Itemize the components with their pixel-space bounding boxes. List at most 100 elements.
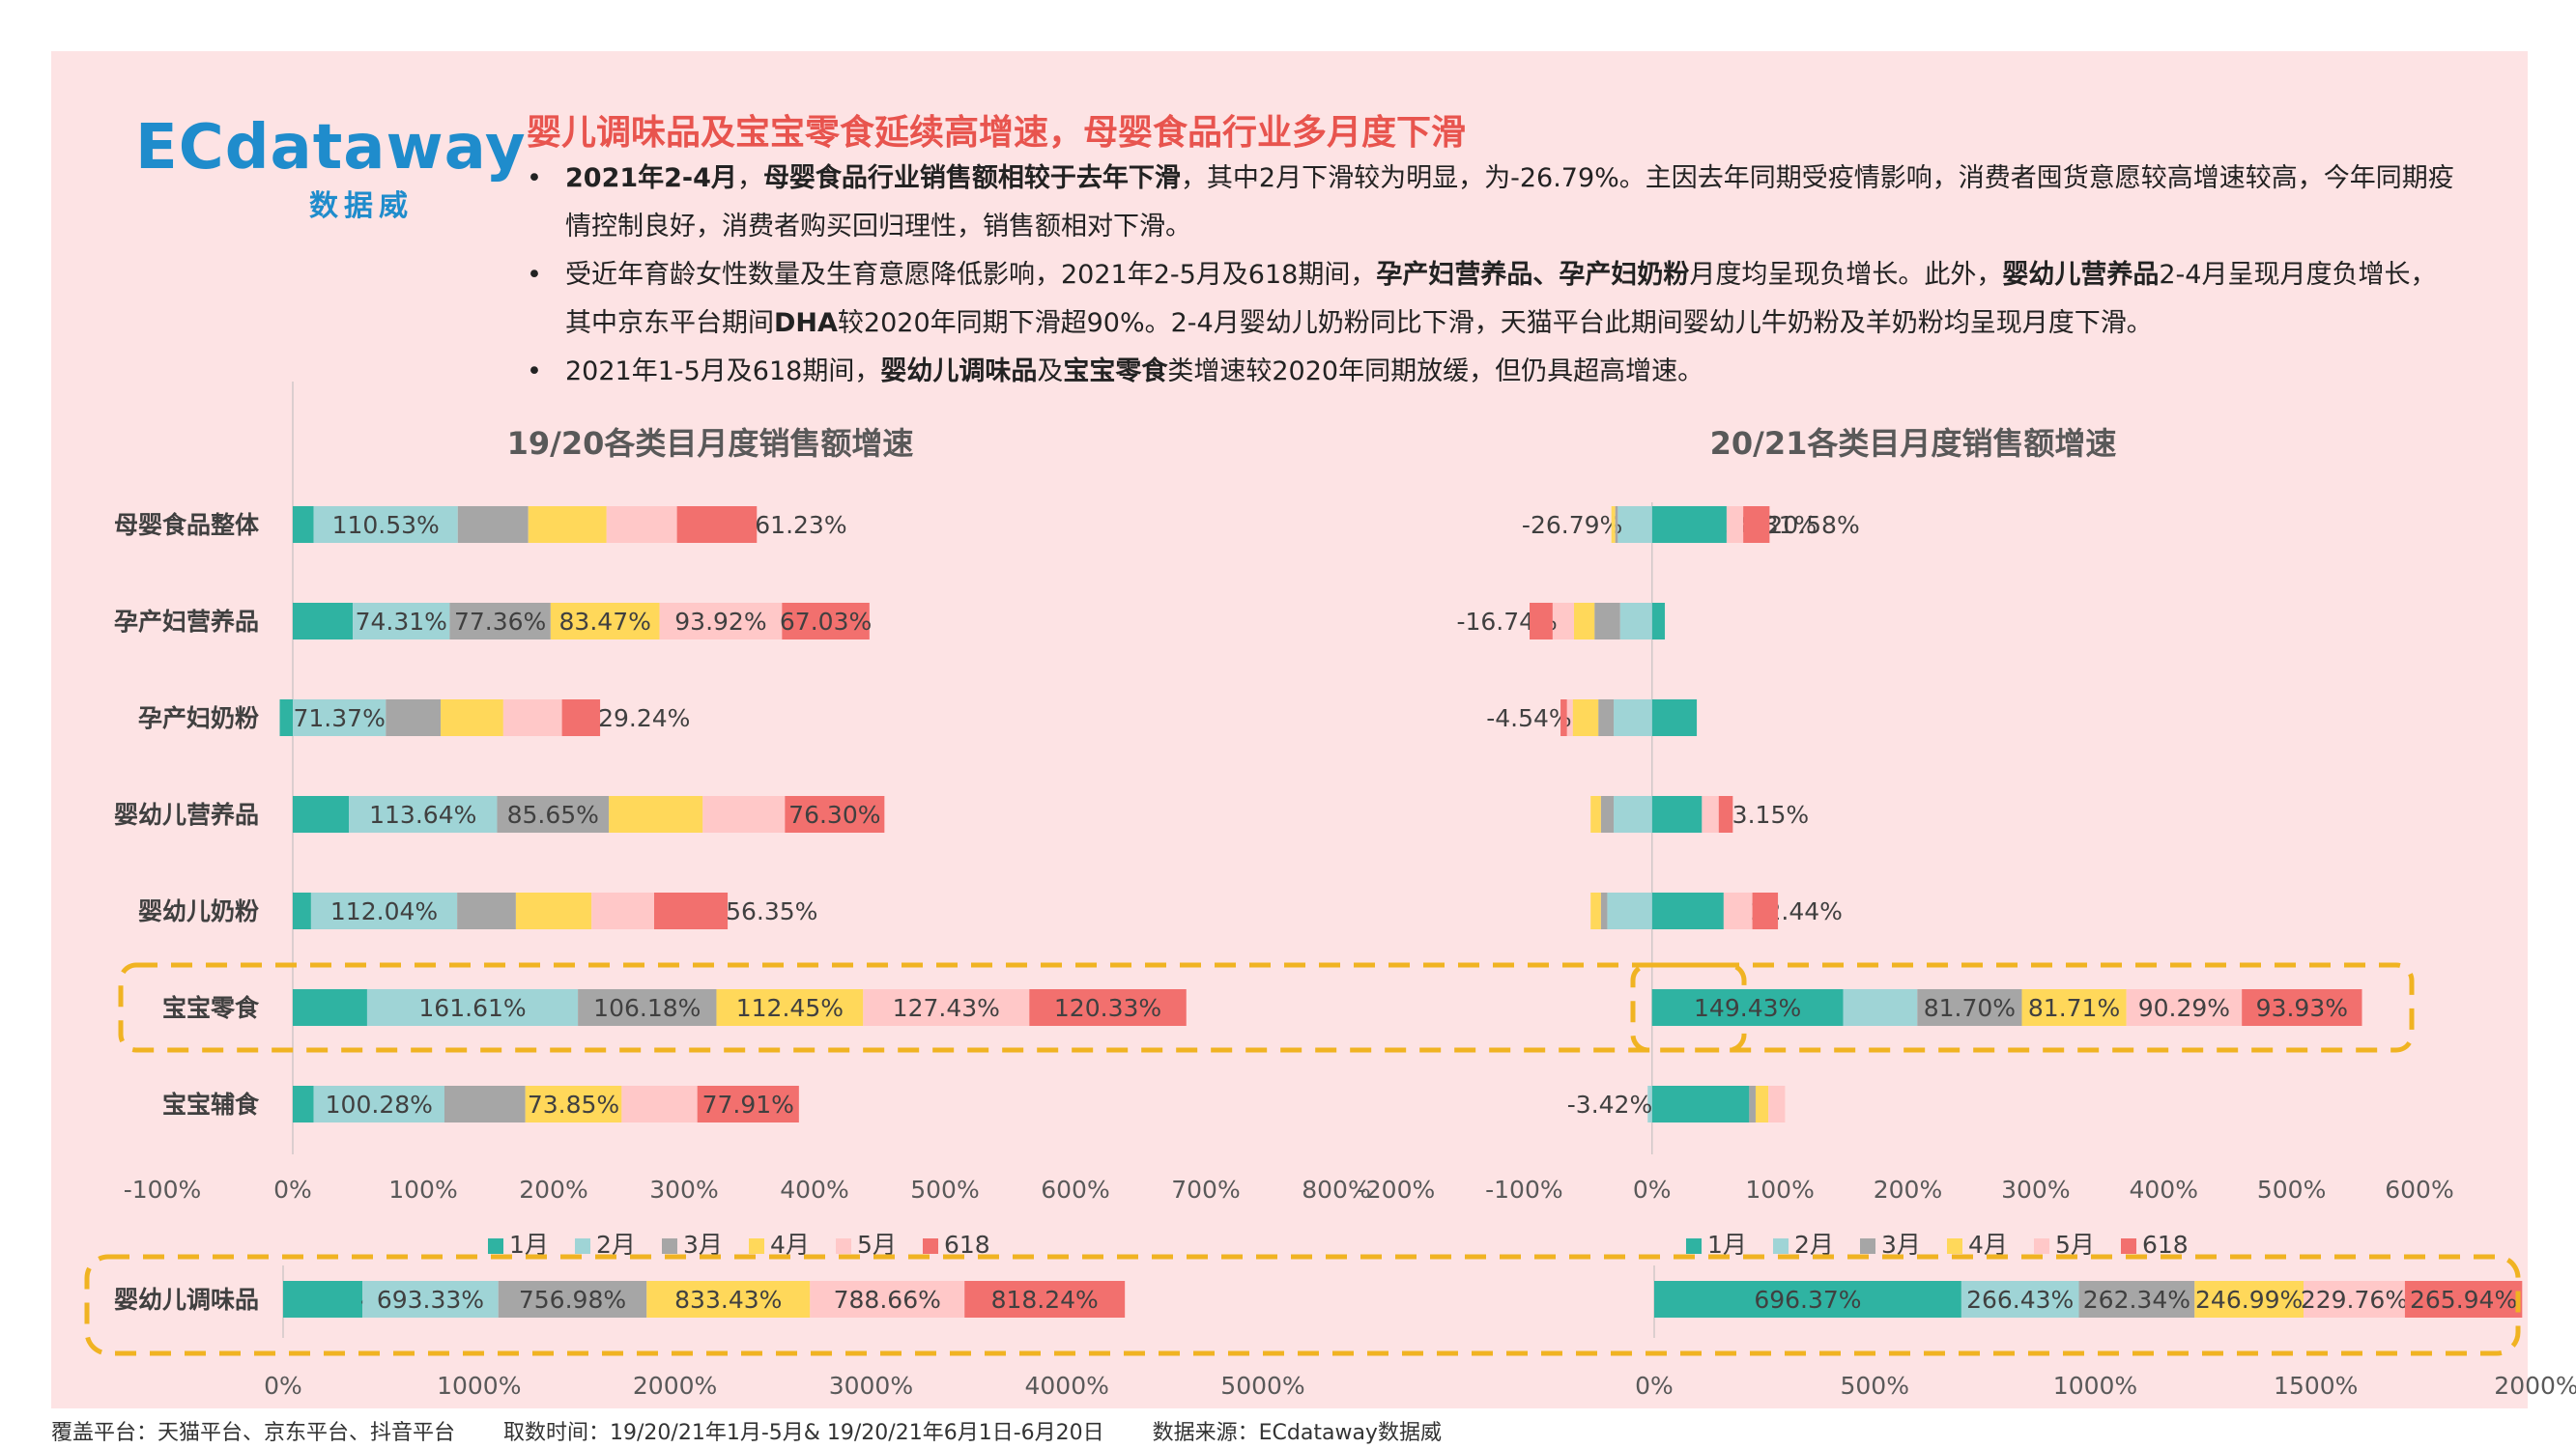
legend-label: 1月 bbox=[1707, 1231, 1747, 1259]
data-label: -4.54% bbox=[1486, 704, 1571, 732]
bullet-text: 类增速较2020年同期放缓，但仍具超高增速。 bbox=[1167, 356, 1704, 386]
data-label: 229.76% bbox=[2301, 1286, 2408, 1314]
bullet-emphasis: 婴幼儿调味品 bbox=[880, 356, 1038, 386]
data-label: 67.03% bbox=[780, 608, 872, 636]
bar-segment bbox=[659, 603, 783, 639]
bar-segment bbox=[386, 699, 442, 736]
bullet-dot: • bbox=[527, 260, 542, 290]
data-label: 83.47% bbox=[559, 608, 651, 636]
x-tick-label: 0% bbox=[1633, 1176, 1672, 1204]
data-label: 266.43% bbox=[1966, 1286, 2074, 1314]
bar-segment bbox=[578, 989, 717, 1026]
bullet-text: ，其中2月下滑较为明显，为-26.79%。主因去年同期受疫情影响，消费者囤货意愿… bbox=[565, 163, 2454, 242]
legend-label: 618 bbox=[2142, 1231, 2189, 1259]
bullet-text: 2-4月呈现月度负增长，其中京东平台期间 bbox=[565, 260, 2437, 338]
legend-label: 5月 bbox=[2055, 1231, 2095, 1259]
data-label: 85.65% bbox=[507, 801, 599, 829]
bar-segment bbox=[279, 699, 293, 736]
category-label: 孕产妇营养品 bbox=[114, 608, 259, 636]
bar-segment bbox=[1617, 506, 1652, 543]
x-tick-label: 100% bbox=[1745, 1176, 1814, 1204]
legend-label: 3月 bbox=[1881, 1231, 1921, 1259]
bar-segment bbox=[293, 699, 386, 736]
data-label: 77.91% bbox=[702, 1091, 794, 1119]
bar-segment bbox=[293, 796, 350, 833]
x-tick-label: 500% bbox=[1841, 1372, 1909, 1400]
data-label: 693.33% bbox=[377, 1286, 484, 1314]
bar-segment bbox=[293, 506, 314, 543]
x-tick-label: 1000% bbox=[437, 1372, 521, 1400]
bar-segment bbox=[1651, 506, 1727, 543]
bar-segment bbox=[1615, 506, 1618, 543]
bullet-text: 月度均呈现负增长。此外， bbox=[1689, 260, 2003, 290]
bar-segment bbox=[525, 1086, 622, 1122]
bar-segment bbox=[2404, 1281, 2523, 1318]
data-label: 788.66% bbox=[834, 1286, 941, 1314]
x-tick-label: 3000% bbox=[829, 1372, 913, 1400]
ecdataway-logo: ECdataway 数据威 bbox=[135, 114, 526, 223]
data-label: 120.33% bbox=[1054, 994, 1161, 1022]
bar-segment bbox=[1917, 989, 2022, 1026]
data-label: 61.23% bbox=[755, 511, 846, 539]
bullet-emphasis: 孕产妇营养品、孕产妇奶粉 bbox=[1376, 260, 1690, 290]
footer: 覆盖平台：天猫平台、京东平台、抖音平台 取数时间：19/20/21年1月-5月& … bbox=[51, 1415, 1490, 1446]
data-label: 112.45% bbox=[736, 994, 844, 1022]
legend-swatch bbox=[923, 1238, 938, 1254]
x-tick-label: 400% bbox=[2130, 1176, 2198, 1204]
x-tick-label: 0% bbox=[264, 1372, 302, 1400]
data-label: 71.37% bbox=[294, 704, 386, 732]
bar-segment bbox=[1600, 796, 1615, 833]
bullet-item: • 2021年2-4月，母婴食品行业销售额相较于去年下滑，其中2月下滑较为明显，为… bbox=[527, 155, 2459, 251]
category-label: 孕产妇奶粉 bbox=[138, 704, 259, 732]
data-label: 73.85% bbox=[528, 1091, 619, 1119]
bar-segment bbox=[2078, 1281, 2195, 1318]
data-label: 74.31% bbox=[356, 608, 447, 636]
data-label: 100.28% bbox=[326, 1091, 433, 1119]
data-label: 90.29% bbox=[2138, 994, 2230, 1022]
data-label: 756.98% bbox=[519, 1286, 626, 1314]
bar-segment bbox=[457, 893, 516, 929]
bar-segment bbox=[349, 796, 498, 833]
bar-segment bbox=[1572, 699, 1599, 736]
bar-segment bbox=[1651, 1086, 1750, 1122]
category-label: 宝宝辅食 bbox=[162, 1091, 260, 1119]
legend-label: 2月 bbox=[596, 1231, 636, 1259]
legend-swatch bbox=[749, 1238, 764, 1254]
bullet-emphasis: 2021年2-4月 bbox=[565, 163, 737, 193]
bar-segment bbox=[1594, 603, 1620, 639]
bullet-text: 受近年育龄女性数量及生育意愿降低影响，2021年2-5月及618期间， bbox=[565, 260, 1377, 290]
x-tick-label: -200% bbox=[1358, 1176, 1436, 1204]
x-tick-label: 300% bbox=[649, 1176, 718, 1204]
bar-segment bbox=[1752, 893, 1779, 929]
legend-swatch bbox=[2034, 1238, 2049, 1254]
bar-segment bbox=[1718, 796, 1733, 833]
legend-label: 1月 bbox=[509, 1231, 549, 1259]
bar-segment bbox=[441, 699, 503, 736]
bar-segment bbox=[863, 989, 1030, 1026]
bar-segment bbox=[1651, 989, 1844, 1026]
x-tick-label: 4000% bbox=[1025, 1372, 1109, 1400]
bar-segment bbox=[1702, 796, 1719, 833]
bar-segment bbox=[1614, 699, 1652, 736]
bar-segment bbox=[1723, 893, 1753, 929]
data-label: 76.30% bbox=[788, 801, 880, 829]
bar-segment bbox=[676, 506, 758, 543]
bar-segment bbox=[1647, 1086, 1652, 1122]
legend-label: 3月 bbox=[683, 1231, 723, 1259]
bar-segment bbox=[646, 1281, 811, 1318]
bar-segment bbox=[497, 796, 610, 833]
bar-segment bbox=[1614, 796, 1652, 833]
x-tick-label: 0% bbox=[1635, 1372, 1674, 1400]
x-tick-label: 2000% bbox=[633, 1372, 717, 1400]
category-label: 宝宝零食 bbox=[162, 994, 260, 1022]
bar-segment bbox=[1768, 1086, 1786, 1122]
legend-swatch bbox=[575, 1238, 590, 1254]
x-tick-label: 0% bbox=[273, 1176, 312, 1204]
bullet-text: 及 bbox=[1037, 356, 1064, 386]
bar-segment bbox=[1651, 699, 1698, 736]
bar-segment bbox=[1590, 796, 1601, 833]
bar-segment bbox=[293, 1086, 314, 1122]
legend-swatch bbox=[2121, 1238, 2136, 1254]
x-tick-label: 200% bbox=[1874, 1176, 1942, 1204]
